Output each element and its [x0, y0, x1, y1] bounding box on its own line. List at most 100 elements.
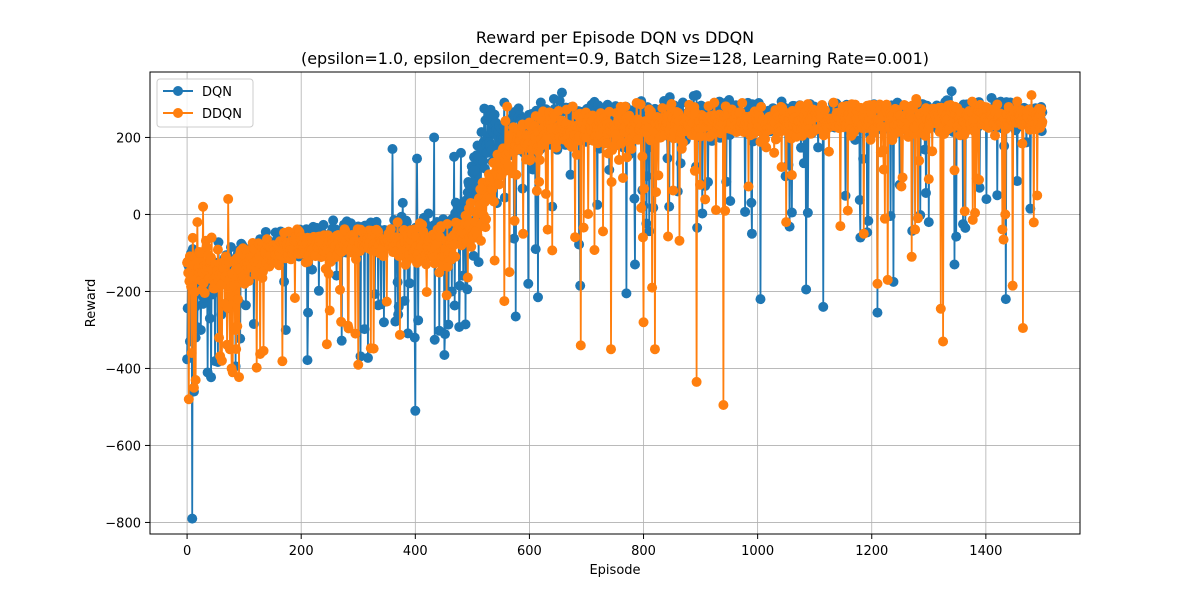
- data-point: [343, 323, 354, 334]
- data-point: [231, 344, 242, 355]
- data-point: [542, 224, 553, 235]
- data-point: [553, 106, 564, 117]
- data-point: [302, 355, 313, 366]
- data-point: [935, 303, 946, 314]
- data-point: [421, 259, 432, 270]
- data-point: [709, 97, 720, 108]
- data-point: [910, 224, 921, 235]
- data-point: [556, 87, 567, 98]
- data-point: [454, 280, 465, 291]
- data-point: [450, 251, 461, 262]
- data-point: [198, 201, 209, 212]
- data-point: [387, 144, 398, 154]
- data-point: [974, 174, 985, 185]
- data-point: [951, 231, 962, 242]
- data-point: [489, 196, 500, 207]
- data-point: [1036, 104, 1047, 115]
- data-point: [746, 228, 757, 239]
- data-point: [204, 313, 215, 324]
- data-point: [321, 339, 332, 350]
- data-point: [578, 222, 589, 233]
- data-point: [878, 164, 889, 175]
- y-tick-label: −800: [105, 516, 141, 531]
- x-tick-label: 400: [403, 544, 428, 559]
- data-point: [465, 198, 476, 209]
- x-tick-label: 1400: [969, 544, 1002, 559]
- data-point: [480, 222, 491, 233]
- data-point: [462, 272, 473, 283]
- data-point: [494, 179, 505, 190]
- data-point: [912, 213, 923, 224]
- data-point: [629, 193, 640, 204]
- data-point: [695, 179, 706, 190]
- data-point: [828, 97, 839, 108]
- legend-dqn-marker: [173, 86, 183, 96]
- data-point: [277, 356, 288, 367]
- data-point: [534, 155, 545, 166]
- data-point: [725, 196, 736, 206]
- x-tick-label: 800: [631, 544, 656, 559]
- data-point: [840, 190, 851, 201]
- data-point: [353, 359, 364, 370]
- data-point: [499, 296, 510, 307]
- data-point: [755, 294, 766, 305]
- data-point: [362, 352, 373, 363]
- data-point: [949, 259, 960, 270]
- data-point: [647, 282, 658, 293]
- data-point: [1032, 190, 1043, 201]
- chart-subtitle: (epsilon=1.0, epsilon_decrement=0.9, Bat…: [301, 49, 929, 69]
- data-point: [587, 110, 598, 121]
- data-point: [992, 190, 1003, 201]
- data-point: [527, 164, 538, 175]
- data-point: [540, 188, 551, 199]
- data-point: [720, 205, 731, 216]
- data-point: [350, 328, 361, 339]
- data-point: [511, 169, 522, 180]
- data-point: [668, 185, 679, 196]
- data-point: [397, 197, 408, 208]
- data-point: [604, 164, 615, 175]
- data-point: [1037, 116, 1048, 127]
- data-point: [663, 231, 674, 242]
- data-point: [503, 160, 514, 171]
- data-point: [502, 101, 513, 112]
- data-point: [188, 382, 199, 393]
- data-point: [531, 185, 542, 196]
- data-point: [423, 208, 434, 219]
- data-point: [192, 217, 203, 228]
- data-point: [689, 165, 700, 176]
- data-point: [509, 215, 520, 226]
- data-point: [441, 290, 452, 301]
- data-point: [878, 145, 889, 156]
- data-point: [399, 295, 410, 306]
- data-point: [801, 284, 812, 295]
- data-point: [442, 219, 453, 230]
- data-point: [636, 202, 647, 213]
- data-point: [439, 329, 450, 340]
- data-point: [534, 176, 545, 187]
- data-point: [504, 267, 515, 278]
- data-point: [307, 264, 318, 275]
- data-point: [651, 187, 662, 198]
- data-point: [967, 96, 978, 107]
- legend: DQN DDQN: [156, 78, 254, 128]
- data-point: [328, 215, 339, 226]
- data-point: [509, 233, 520, 244]
- data-point: [882, 274, 893, 285]
- data-point: [761, 142, 772, 153]
- data-point: [992, 99, 1003, 110]
- data-point: [906, 251, 917, 262]
- x-tick-label: 0: [183, 544, 191, 559]
- data-point: [336, 335, 347, 346]
- data-point: [392, 217, 403, 228]
- data-point: [786, 207, 797, 218]
- data-point: [854, 195, 865, 205]
- data-point: [334, 284, 345, 295]
- data-point: [469, 165, 480, 176]
- data-point: [620, 101, 631, 112]
- data-point: [798, 158, 809, 169]
- data-point: [313, 285, 324, 296]
- legend-dqn-label: DQN: [202, 85, 232, 100]
- data-point: [700, 194, 711, 205]
- data-point: [621, 152, 632, 163]
